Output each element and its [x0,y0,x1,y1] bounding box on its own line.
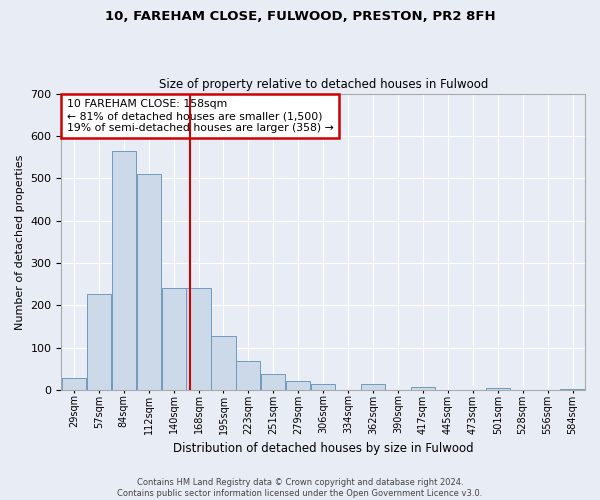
Bar [62,378,86,390]
Text: 10, FAREHAM CLOSE, FULWOOD, PRESTON, PR2 8FH: 10, FAREHAM CLOSE, FULWOOD, PRESTON, PR2… [104,10,496,23]
Bar [187,288,211,390]
Bar [236,362,260,390]
Bar [361,384,385,390]
Title: Size of property relative to detached houses in Fulwood: Size of property relative to detached ho… [158,78,488,91]
Bar [311,384,335,390]
Bar [161,288,185,390]
Bar [261,374,286,390]
Bar [211,336,236,390]
X-axis label: Distribution of detached houses by size in Fulwood: Distribution of detached houses by size … [173,442,473,455]
Bar [112,151,136,390]
Bar [485,388,510,390]
Bar [286,381,310,390]
Text: 10 FAREHAM CLOSE: 158sqm
← 81% of detached houses are smaller (1,500)
19% of sem: 10 FAREHAM CLOSE: 158sqm ← 81% of detach… [67,100,334,132]
Y-axis label: Number of detached properties: Number of detached properties [15,154,25,330]
Bar [411,387,435,390]
Bar [137,174,161,390]
Bar [87,294,111,390]
Text: Contains HM Land Registry data © Crown copyright and database right 2024.
Contai: Contains HM Land Registry data © Crown c… [118,478,482,498]
Bar [560,389,584,390]
